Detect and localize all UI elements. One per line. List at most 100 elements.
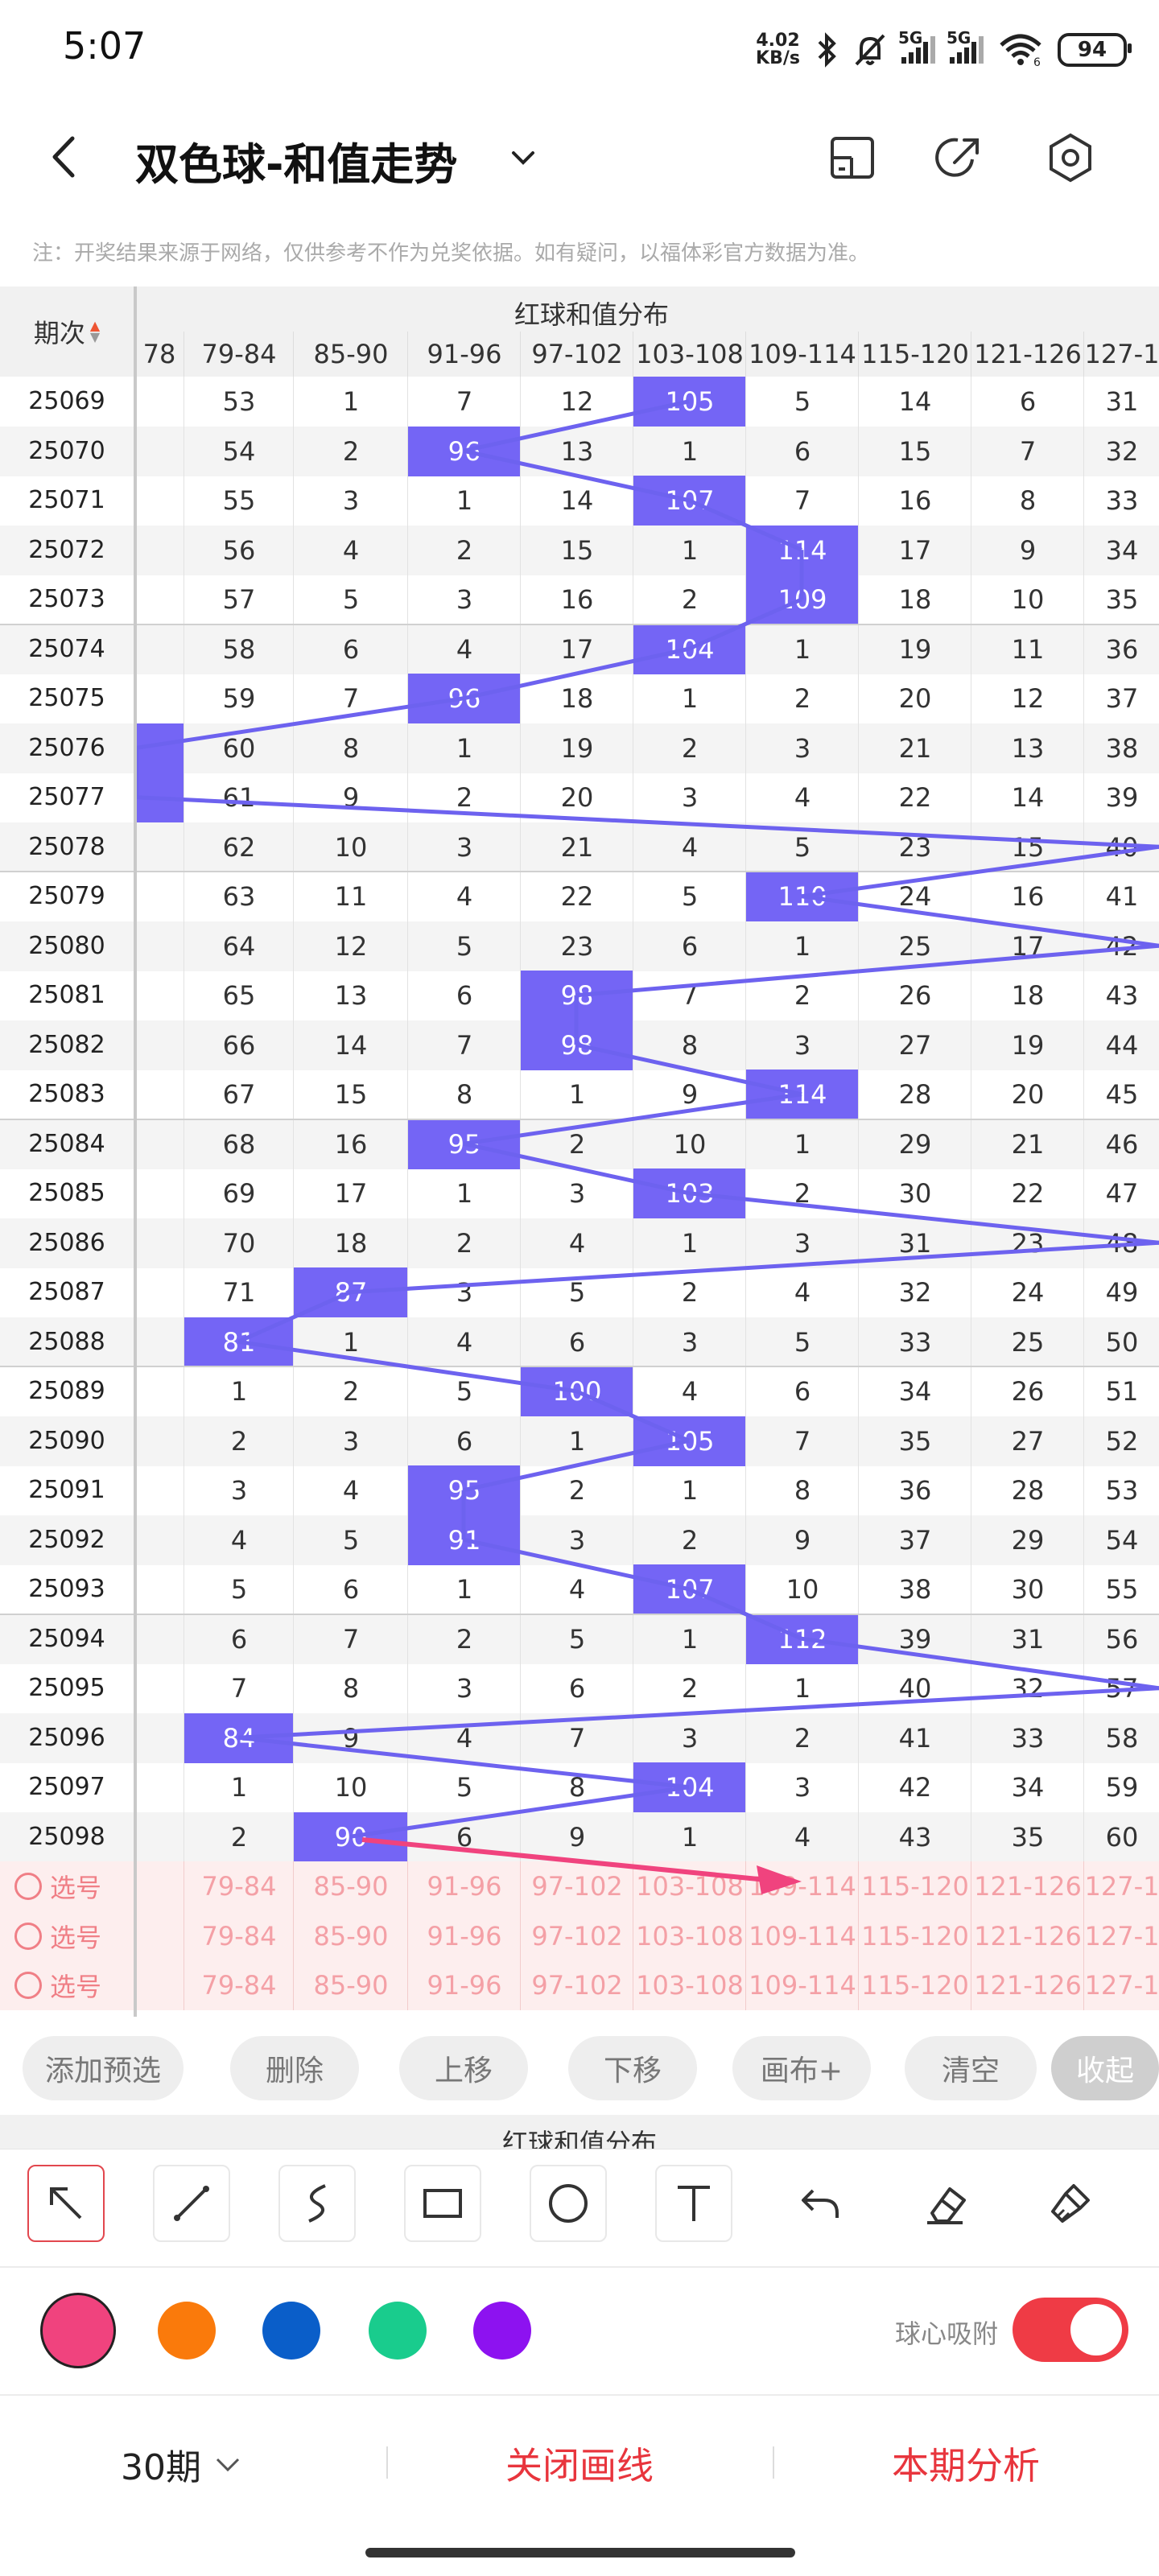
select-range-cell[interactable]: 103-108 (633, 1960, 746, 2010)
select-range-cell[interactable]: 127-1 (1083, 1910, 1159, 1961)
period-cell: 25085 (28, 1179, 105, 1207)
select-range-cell[interactable]: 91-96 (407, 1960, 521, 2010)
select-range-cell[interactable]: 85-90 (293, 1960, 408, 2010)
clear-brush-icon[interactable] (1032, 2165, 1109, 2242)
chevron-down-icon[interactable] (507, 142, 539, 174)
value-cell: 3 (184, 1465, 294, 1515)
select-range-cell[interactable]: 91-96 (407, 1861, 521, 1911)
color-swatch[interactable] (158, 2302, 216, 2360)
select-range-cell[interactable]: 121-126 (971, 1861, 1084, 1911)
drawing-panel (0, 2149, 1159, 2576)
value-cell: 25 (858, 921, 971, 971)
value-cell: 6 (633, 921, 746, 971)
canvas-plus-button[interactable]: 画布+ (732, 2036, 871, 2100)
phone-layout-icon[interactable] (824, 129, 882, 187)
value-cell: 37 (1083, 674, 1159, 723)
select-range-cell[interactable]: 127-1 (1083, 1960, 1159, 2010)
select-range-cell[interactable]: 97-102 (520, 1960, 633, 2010)
color-swatch[interactable] (473, 2302, 531, 2360)
value-cell: 19 (520, 723, 633, 773)
move-up-button[interactable]: 上移 (399, 2036, 528, 2100)
value-cell: 9 (745, 1515, 859, 1565)
select-radio-icon[interactable] (14, 1972, 42, 1999)
analysis-button[interactable]: 本期分析 (892, 2444, 1040, 2487)
eraser-icon[interactable] (906, 2165, 984, 2242)
trend-segment (801, 844, 1159, 899)
select-range-cell[interactable]: 115-120 (858, 1861, 971, 1911)
trend-segment (463, 1141, 690, 1196)
value-cell: 1 (407, 1564, 521, 1614)
arrow-tool-icon[interactable] (27, 2165, 105, 2242)
value-cell: 28 (971, 1465, 1084, 1515)
select-row[interactable]: 选号 79-84 85-90 91-96 97-102 103-108 109-114 115… (0, 1960, 1159, 2010)
select-label[interactable]: 选号 (14, 1960, 101, 2010)
clear-button[interactable]: 清空 (905, 2036, 1037, 2100)
select-range-cell[interactable]: 127-1 (1083, 1861, 1159, 1911)
select-range-cell[interactable]: 97-102 (520, 1910, 633, 1961)
select-label[interactable]: 选号 (14, 1911, 101, 1961)
value-cell: 2 (293, 426, 408, 476)
select-range-cell[interactable]: 103-108 (633, 1910, 746, 1961)
line-tool-icon[interactable] (153, 2165, 230, 2242)
color-swatch[interactable] (262, 2302, 320, 2360)
share-icon[interactable] (930, 129, 988, 187)
select-row[interactable]: 选号 79-84 85-90 91-96 97-102 103-108 109-114 115… (0, 1861, 1159, 1911)
value-cell: 29 (971, 1515, 1084, 1565)
select-radio-icon[interactable] (14, 1922, 42, 1950)
back-icon[interactable] (40, 129, 89, 185)
value-cell: 5 (293, 1515, 408, 1565)
select-label[interactable]: 选号 (14, 1861, 101, 1911)
value-cell: 69 (184, 1168, 294, 1218)
select-range-cell[interactable]: 109-114 (745, 1910, 859, 1961)
color-swatch[interactable] (40, 2293, 116, 2368)
column-header: 127-1 (1083, 332, 1159, 377)
select-range-cell[interactable]: 115-120 (858, 1960, 971, 2010)
select-radio-icon[interactable] (14, 1873, 42, 1900)
settings-icon[interactable] (1041, 129, 1099, 187)
page-title[interactable]: 双色球-和值走势 (135, 139, 458, 190)
value-cell: 17 (858, 525, 971, 575)
period-header[interactable]: 期次 ▲ ▼ (0, 286, 134, 377)
select-range-cell[interactable]: 85-90 (293, 1861, 408, 1911)
select-range-cell[interactable]: 91-96 (407, 1910, 521, 1961)
value-cell: 4 (407, 872, 521, 921)
select-range-cell[interactable]: 79-84 (184, 1861, 294, 1911)
snap-toggle[interactable] (1013, 2298, 1128, 2362)
period-cell: 25084 (28, 1129, 105, 1158)
text-tool-icon[interactable] (655, 2165, 732, 2242)
move-down-button[interactable]: 下移 (568, 2036, 697, 2100)
curve-tool-icon[interactable] (278, 2165, 356, 2242)
select-range-cell[interactable]: 97-102 (520, 1861, 633, 1911)
select-range-cell[interactable]: 121-126 (971, 1960, 1084, 2010)
chevron-down-icon (216, 2458, 240, 2472)
value-cell: 8 (971, 476, 1084, 526)
value-cell: 35 (858, 1416, 971, 1466)
select-range-cell[interactable]: 85-90 (293, 1910, 408, 1961)
value-cell: 7 (407, 1020, 521, 1070)
panel-separator (0, 2394, 1159, 2396)
period-cell: 25082 (28, 1030, 105, 1059)
close-lines-button[interactable]: 关闭画线 (505, 2444, 654, 2487)
table-row: 25090 2 3 6 1 105 7 35 27 52 (0, 1416, 1159, 1466)
circle-tool-icon[interactable] (530, 2165, 607, 2242)
delete-button[interactable]: 删除 (230, 2036, 359, 2100)
value-cell: 30 (858, 1168, 971, 1218)
select-range-cell[interactable]: 121-126 (971, 1910, 1084, 1961)
value-cell: 67 (184, 1070, 294, 1119)
select-range-cell[interactable]: 115-120 (858, 1910, 971, 1961)
select-range-cell[interactable]: 79-84 (184, 1960, 294, 2010)
value-cell: 1 (633, 1218, 746, 1268)
rectangle-tool-icon[interactable] (404, 2165, 481, 2242)
sort-icon[interactable]: ▲ ▼ (89, 318, 101, 344)
collapse-button[interactable]: 收起 (1051, 2036, 1159, 2100)
select-range-cell[interactable]: 79-84 (184, 1910, 294, 1961)
color-swatch[interactable] (369, 2302, 427, 2360)
undo-icon[interactable] (781, 2165, 858, 2242)
value-cell: 6 (520, 1317, 633, 1367)
select-row[interactable]: 选号 79-84 85-90 91-96 97-102 103-108 109-114 115… (0, 1910, 1159, 1961)
trend-grid[interactable]: 25069 53 1 7 12 105 5 14 6 31 25070 54 2 96 13 1 6 15 7 32 2… (0, 286, 1159, 2017)
select-range-cell[interactable]: 109-114 (745, 1960, 859, 2010)
value-cell: 6 (407, 1811, 521, 1862)
period-count-select[interactable]: 30期 (121, 2438, 243, 2490)
add-preselect-button[interactable]: 添加预选 (23, 2036, 184, 2100)
